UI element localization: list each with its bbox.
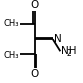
Text: CH₃: CH₃ (3, 19, 19, 28)
Text: 2: 2 (67, 49, 71, 58)
Text: O: O (31, 0, 39, 10)
Text: CH₃: CH₃ (3, 51, 19, 60)
Text: O: O (31, 69, 39, 79)
Text: N: N (54, 34, 61, 44)
Text: NH: NH (61, 45, 77, 56)
